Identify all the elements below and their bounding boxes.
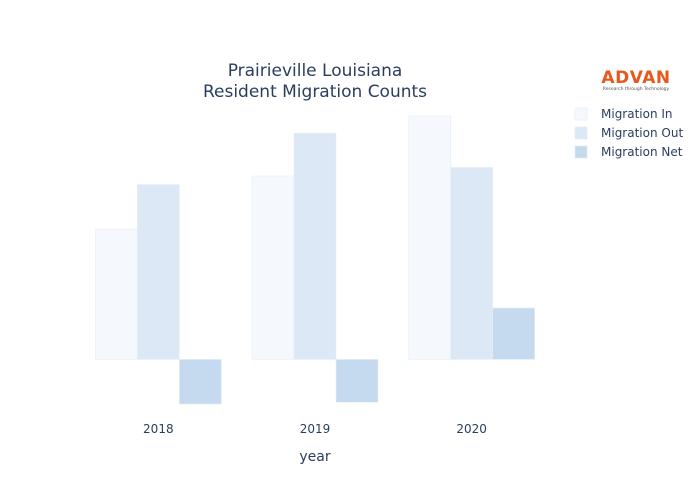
chart-title-line-2: Resident Migration Counts xyxy=(203,82,427,102)
x-tick-label-2018: 2018 xyxy=(143,422,174,436)
bar-migration-out-2020[interactable] xyxy=(450,167,493,360)
legend-swatch xyxy=(574,126,588,140)
x-axis-title: year xyxy=(299,449,330,465)
legend[interactable]: Migration In Migration Out Migration Net xyxy=(574,107,683,159)
logo-wordmark: ADVAN xyxy=(601,68,670,88)
logo-tagline: Research through Technology xyxy=(603,86,670,92)
legend-label: Migration Net xyxy=(601,145,683,159)
bar-migration-out-2019[interactable] xyxy=(293,132,337,360)
x-axis-ticks: 2018 2019 2020 xyxy=(143,422,487,436)
bar-migration-net-2019[interactable] xyxy=(335,359,379,403)
legend-label: Migration In xyxy=(601,107,673,121)
bar-migration-net-2020[interactable] xyxy=(492,307,535,360)
legend-swatch xyxy=(574,145,588,159)
legend-item-migration-net[interactable]: Migration Net xyxy=(574,145,683,159)
bar-migration-in-2019[interactable] xyxy=(251,175,295,360)
legend-item-migration-out[interactable]: Migration Out xyxy=(574,126,683,140)
x-tick-label-2020: 2020 xyxy=(456,422,487,436)
legend-item-migration-in[interactable]: Migration In xyxy=(574,107,673,121)
chart-title-line-1: Prairieville Louisiana xyxy=(228,61,403,81)
bar-migration-in-2020[interactable] xyxy=(408,115,451,360)
legend-swatch xyxy=(574,107,588,121)
legend-label: Migration Out xyxy=(601,126,683,140)
x-tick-label-2019: 2019 xyxy=(300,422,331,436)
chart-title: Prairieville Louisiana Resident Migratio… xyxy=(203,61,427,102)
bars-layer xyxy=(95,115,535,405)
bar-migration-in-2018[interactable] xyxy=(95,228,138,360)
advan-logo: ADVAN Research through Technology xyxy=(601,68,670,92)
bar-migration-out-2018[interactable] xyxy=(137,184,180,360)
bar-migration-net-2018[interactable] xyxy=(179,359,222,405)
